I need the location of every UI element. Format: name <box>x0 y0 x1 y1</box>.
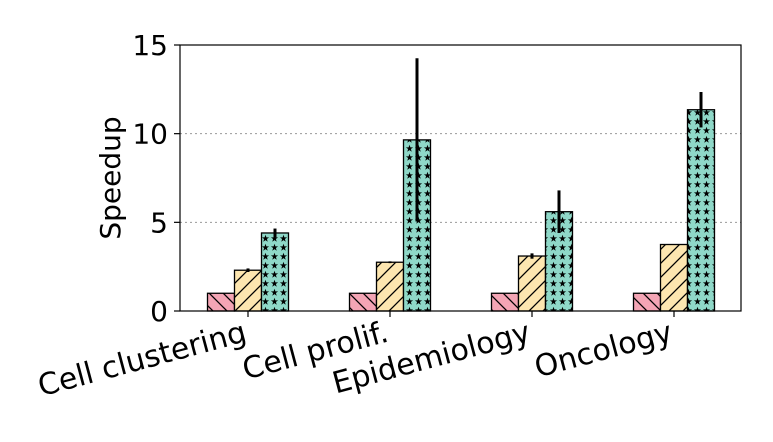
x-category-label-0: Cell clustering <box>34 315 250 404</box>
plot-area-frame <box>179 44 742 312</box>
bar-hatch-baseline-1 <box>348 292 378 312</box>
bar-hatch-method-2-0 <box>233 269 263 312</box>
bar-hatch-method-2-3 <box>659 243 689 312</box>
y-axis-ticks: 0 5 10 15 <box>132 29 180 328</box>
y-axis-title: Speedup <box>94 116 127 239</box>
bar-hatch-method-2-2 <box>517 255 547 312</box>
x-category-label-3: Oncology <box>531 315 676 385</box>
y-tick-label-0: 0 <box>150 295 168 328</box>
y-tick-label-15: 15 <box>132 29 168 62</box>
error-bars <box>246 58 703 272</box>
gridlines <box>180 133 741 223</box>
bar-hatch-method-2-1 <box>375 261 405 312</box>
bar-hatch-baseline-2 <box>490 292 520 312</box>
y-tick-label-10: 10 <box>132 118 168 151</box>
bar-hatch-baseline-3 <box>632 292 662 312</box>
y-tick-label-5: 5 <box>150 206 168 239</box>
bar-hatch-method-3-3 <box>686 109 716 312</box>
bar-hatch-method-3-0 <box>260 232 290 312</box>
bar-hatch-baseline-0 <box>206 292 236 312</box>
bars <box>206 109 716 312</box>
